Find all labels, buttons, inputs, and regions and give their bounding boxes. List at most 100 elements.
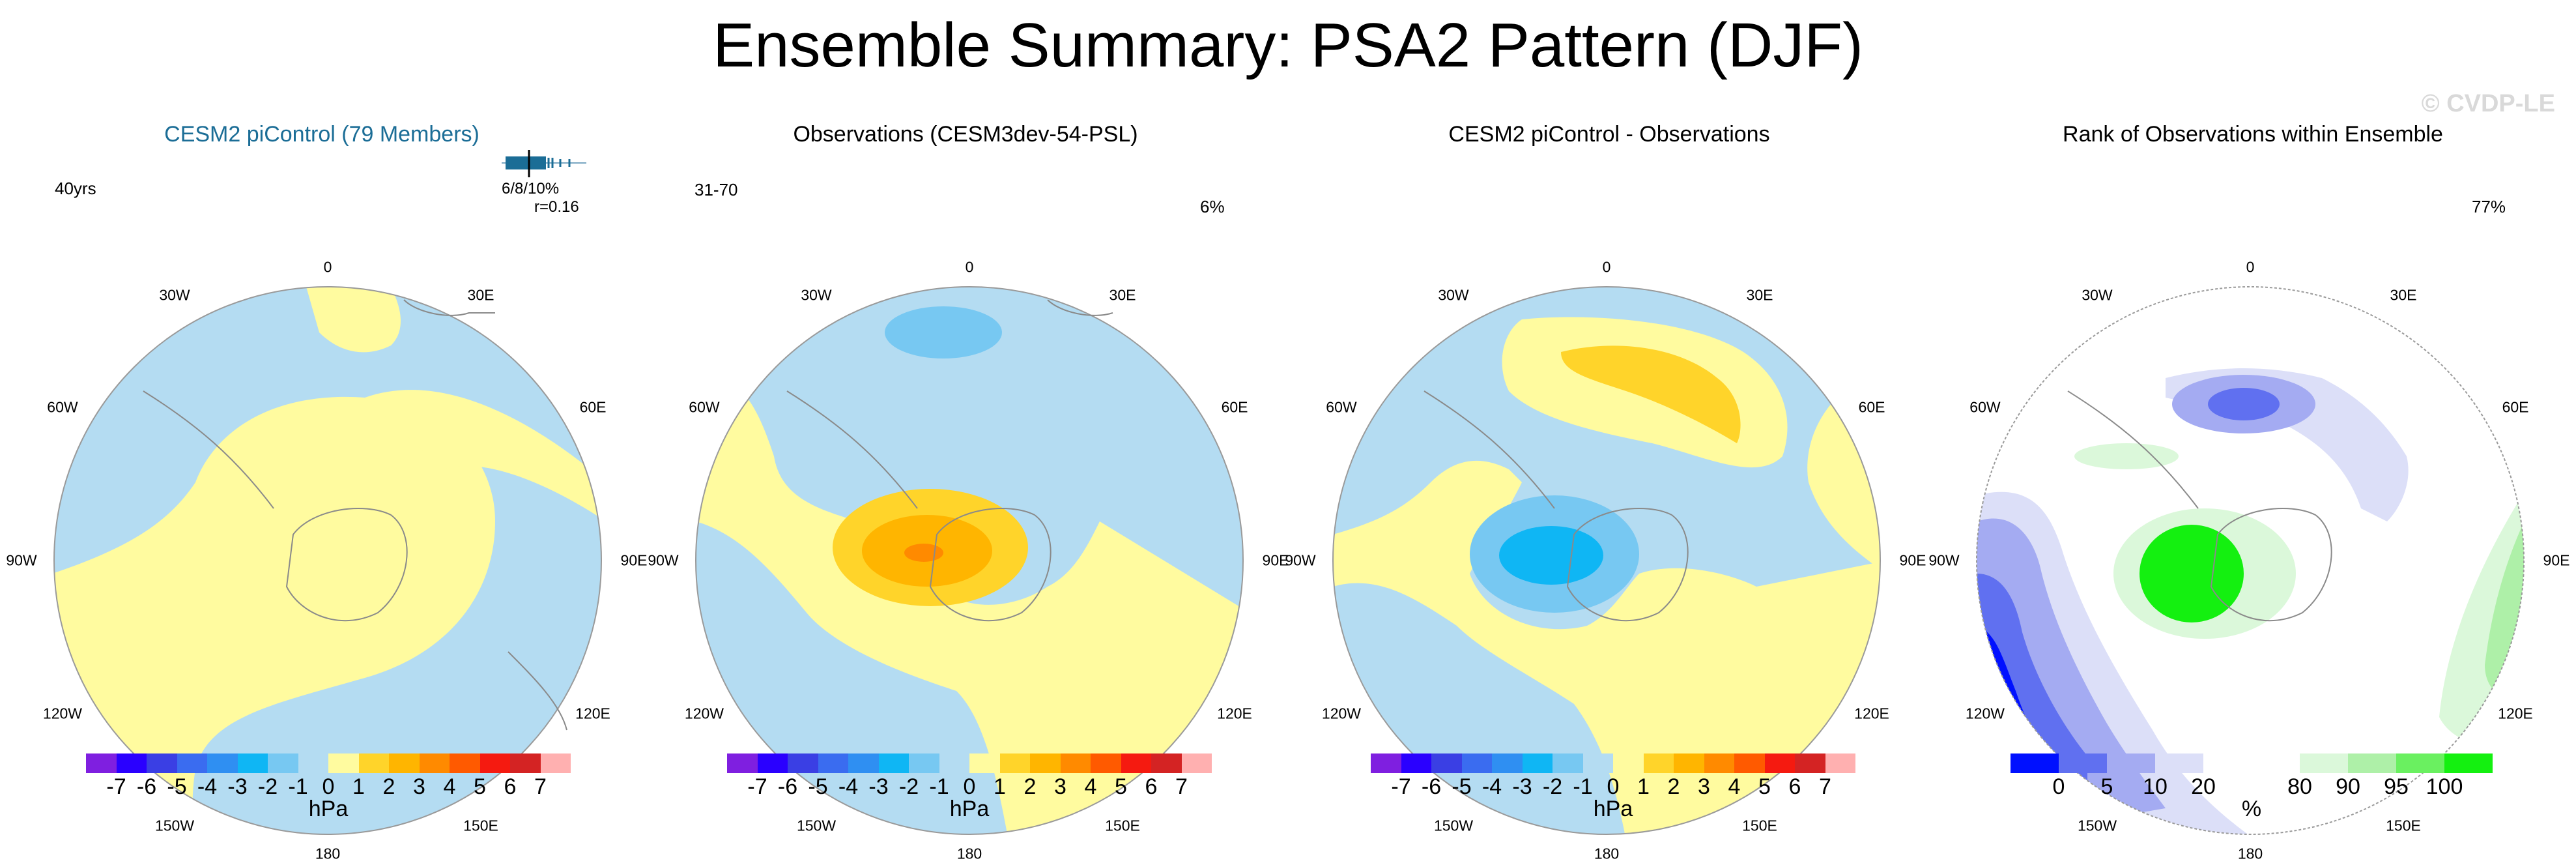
colorbar-swatch bbox=[818, 753, 848, 773]
colorbar-swatch bbox=[1643, 753, 1674, 773]
colorbar-swatch bbox=[1151, 753, 1182, 773]
colorbar-hpa bbox=[727, 753, 1212, 773]
colorbar-swatch bbox=[1613, 753, 1644, 773]
colorbar-swatch bbox=[2348, 753, 2396, 773]
polar-map bbox=[1976, 286, 2525, 835]
colorbar-swatch bbox=[268, 753, 298, 773]
colorbar-tick-label: -6 bbox=[777, 774, 798, 799]
colorbar-tick-label: 1 bbox=[994, 774, 1006, 799]
colorbar-swatch bbox=[999, 753, 1030, 773]
colorbar-tick-label: -1 bbox=[288, 774, 308, 799]
colorbar-tick-label: 5 bbox=[474, 774, 486, 799]
colorbar-unit: % bbox=[2241, 797, 2262, 821]
longitude-label: 60W bbox=[1969, 398, 2001, 416]
longitude-label: 180 bbox=[2237, 845, 2263, 862]
longitude-label: 30W bbox=[801, 286, 832, 304]
colorbar-swatch bbox=[1825, 753, 1855, 773]
colorbar-swatch bbox=[1431, 753, 1462, 773]
polar-map bbox=[1332, 286, 1881, 835]
colorbar-tick-label: 4 bbox=[443, 774, 456, 799]
colorbar-swatch bbox=[1371, 753, 1401, 773]
main-title: Ensemble Summary: PSA2 Pattern (DJF) bbox=[713, 10, 1863, 80]
colorbar-swatch bbox=[419, 753, 450, 773]
longitude-label: 30E bbox=[2390, 286, 2417, 304]
colorbar-swatch bbox=[1060, 753, 1091, 773]
colorbar-swatch bbox=[788, 753, 818, 773]
polar-map bbox=[53, 286, 602, 835]
colorbar-tick-label: -5 bbox=[808, 774, 828, 799]
colorbar-tick-label: 6 bbox=[1145, 774, 1158, 799]
panel-difference: CESM2 piControl - Observations bbox=[1287, 117, 1931, 841]
colorbar-tick-label: -2 bbox=[257, 774, 278, 799]
longitude-label: 60W bbox=[47, 398, 78, 416]
longitude-label: 150W bbox=[2077, 817, 2117, 834]
colorbar-tick-label: 3 bbox=[1698, 774, 1710, 799]
colorbar-swatch bbox=[757, 753, 788, 773]
colorbar-tick-label: -6 bbox=[1421, 774, 1442, 799]
colorbar-swatch bbox=[1553, 753, 1583, 773]
colorbar-swatch bbox=[1704, 753, 1734, 773]
longitude-label: 180 bbox=[956, 845, 982, 862]
colorbar-tick-label: 7 bbox=[1175, 774, 1188, 799]
ensemble-spread-inset bbox=[502, 150, 586, 177]
colorbar-hpa bbox=[1371, 753, 1855, 773]
colorbar-tick-label: -4 bbox=[1481, 774, 1502, 799]
longitude-label: 150E bbox=[2386, 817, 2421, 834]
colorbar-tick-label: -4 bbox=[838, 774, 859, 799]
panel-title: Observations (CESM3dev-54-PSL) bbox=[793, 122, 1138, 147]
longitude-label: 90W bbox=[1928, 551, 1960, 569]
longitude-label: 120W bbox=[684, 705, 724, 722]
colorbar-tick-label: 5 bbox=[1115, 774, 1127, 799]
colorbar-swatch bbox=[1674, 753, 1704, 773]
colorbar-swatch bbox=[1734, 753, 1765, 773]
colorbar-swatch bbox=[2155, 753, 2203, 773]
colorbar-swatch bbox=[207, 753, 238, 773]
longitude-label: 90W bbox=[1285, 551, 1316, 569]
colorbar-tick-label: 100 bbox=[2426, 774, 2463, 799]
colorbar-swatch bbox=[1091, 753, 1121, 773]
colorbar-rank bbox=[2011, 753, 2493, 773]
longitude-label: 90E bbox=[1899, 551, 1926, 569]
colorbar-tick-label: 80 bbox=[2287, 774, 2312, 799]
years-note: 31-70 bbox=[694, 180, 738, 199]
colorbar-swatch bbox=[2444, 753, 2493, 773]
colorbar-swatch bbox=[2107, 753, 2155, 773]
longitude-label: 150E bbox=[1742, 817, 1777, 834]
longitude-label: 120W bbox=[1321, 705, 1361, 722]
colorbar-swatch bbox=[2396, 753, 2444, 773]
colorbar-swatch bbox=[2203, 753, 2252, 773]
longitude-label: 90W bbox=[648, 551, 679, 569]
colorbar-unit: hPa bbox=[949, 797, 990, 821]
colorbar-tick-label: -1 bbox=[1573, 774, 1593, 799]
colorbar-tick-label: 3 bbox=[1054, 774, 1066, 799]
longitude-label: 60E bbox=[1858, 398, 1885, 416]
colorbar-swatch bbox=[1461, 753, 1492, 773]
colorbar-swatch bbox=[358, 753, 389, 773]
colorbar-swatch bbox=[1582, 753, 1613, 773]
colorbar-tick-label: 0 bbox=[1607, 774, 1620, 799]
longitude-label: 60E bbox=[579, 398, 607, 416]
colorbar-unit: hPa bbox=[308, 797, 349, 821]
colorbar-swatch bbox=[540, 753, 571, 773]
colorbar-swatch bbox=[909, 753, 939, 773]
colorbar-swatch bbox=[1492, 753, 1523, 773]
longitude-label: 120W bbox=[1965, 705, 2005, 722]
polar-map bbox=[695, 286, 1244, 835]
colorbar-swatch bbox=[177, 753, 207, 773]
colorbar-tick-label: -2 bbox=[1542, 774, 1563, 799]
inset-percent: 6/8/10% bbox=[502, 180, 560, 197]
colorbar-tick-label: 1 bbox=[352, 774, 365, 799]
panel-title: CESM2 piControl - Observations bbox=[1448, 122, 1770, 147]
colorbar-swatch bbox=[237, 753, 268, 773]
longitude-label: 120E bbox=[575, 705, 610, 722]
colorbar-tick-label: -7 bbox=[106, 774, 126, 799]
longitude-label: 60W bbox=[689, 398, 720, 416]
colorbar-swatch bbox=[1401, 753, 1431, 773]
colorbar-tick-label: 6 bbox=[1788, 774, 1801, 799]
colorbar-swatch bbox=[298, 753, 328, 773]
colorbar-tick-label: 7 bbox=[534, 774, 547, 799]
longitude-label: 180 bbox=[1594, 845, 1620, 862]
colorbar-hpa bbox=[86, 753, 571, 773]
colorbar-swatch bbox=[878, 753, 909, 773]
colorbar-swatch bbox=[969, 753, 1000, 773]
